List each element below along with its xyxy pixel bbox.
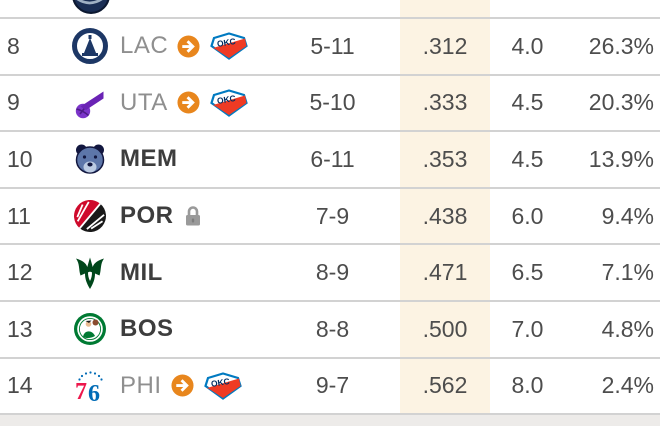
rank-label: 13 — [7, 315, 33, 342]
odds-value: 2.4% — [601, 372, 654, 399]
record-value: 5-11 — [310, 32, 355, 59]
rank-label: 12 — [7, 259, 33, 286]
celtics-logo-icon — [74, 313, 106, 346]
odds-value: 20.3% — [588, 89, 654, 116]
svg-text:OKC: OKC — [216, 36, 236, 49]
team-abbr: UTA — [120, 88, 168, 116]
svg-text:6: 6 — [88, 381, 100, 404]
okc-thunder-logo-icon: OKC — [209, 89, 248, 117]
pick-traded-arrow-icon — [177, 91, 200, 114]
svg-text:7: 7 — [75, 379, 87, 404]
odds-value: 13.9% — [588, 145, 654, 172]
pick-traded-arrow-icon — [170, 374, 194, 397]
gb-value: 6.0 — [511, 202, 544, 229]
trail-blazers-logo-icon — [74, 200, 106, 233]
record-value: 9-7 — [315, 372, 350, 399]
pct-value: .333 — [422, 89, 468, 116]
gb-value: 4.0 — [511, 32, 544, 59]
grizzlies-logo-icon — [75, 144, 105, 175]
table-row[interactable]: 10 MEM 6-11 .353 4.5 13.9% — [0, 130, 660, 187]
unknown-team-logo-partial — [72, 0, 110, 14]
okc-thunder-logo-icon: OKC — [203, 372, 242, 400]
bucks-logo-icon — [76, 257, 104, 289]
table-row[interactable]: 12 MIL 8-9 .471 6.5 7.1% — [0, 243, 660, 300]
pct-value: .471 — [422, 259, 468, 286]
team-abbr: BOS — [120, 315, 174, 343]
team-abbr: POR — [120, 202, 174, 230]
pct-value: .353 — [422, 145, 468, 172]
table-row[interactable]: 14 7 6 PHI — [0, 356, 660, 414]
svg-text:OKC: OKC — [216, 93, 236, 106]
rank-label: 9 — [7, 89, 20, 116]
table-row[interactable]: 9 UTA OKC 5-10 — [0, 73, 660, 131]
gb-value: 4.5 — [511, 89, 544, 116]
odds-value: 9.4% — [601, 202, 654, 229]
pct-value: .562 — [422, 372, 468, 399]
team-abbr: PHI — [120, 371, 162, 399]
rank-label: 8 — [7, 32, 20, 59]
next-row-edge — [0, 413, 660, 427]
team-abbr: LAC — [120, 32, 169, 60]
table-row[interactable]: 13 BOS 8-8 .500 7.0 4.8% — [0, 299, 660, 357]
lock-icon — [185, 206, 200, 226]
table-row[interactable]: 8 LAC OKC 5-11 — [0, 17, 660, 74]
rank-label: 11 — [7, 202, 31, 229]
pct-column-highlight — [400, 0, 490, 415]
record-value: 8-8 — [315, 315, 350, 342]
okc-thunder-logo-icon: OKC — [210, 32, 248, 61]
pct-value: .438 — [422, 202, 468, 229]
jazz-logo-icon — [75, 91, 104, 119]
record-value: 5-10 — [309, 89, 356, 116]
team-abbr: MIL — [120, 258, 163, 286]
record-value: 6-11 — [310, 145, 355, 172]
table-row-partial[interactable] — [0, 0, 660, 17]
gb-value: 8.0 — [511, 372, 544, 399]
record-value: 8-9 — [315, 259, 350, 286]
clippers-logo-icon — [72, 28, 108, 65]
gb-value: 7.0 — [511, 315, 544, 342]
rank-label: 10 — [7, 145, 33, 172]
gb-value: 6.5 — [511, 259, 544, 286]
sixers-logo-icon: 7 6 — [75, 371, 103, 404]
odds-value: 4.8% — [601, 315, 654, 342]
pct-value: .312 — [422, 32, 468, 59]
svg-text:OKC: OKC — [210, 376, 230, 389]
odds-value: 7.1% — [601, 259, 654, 286]
pick-traded-arrow-icon — [177, 35, 200, 58]
table-row[interactable]: 11 POR — [0, 186, 660, 244]
rank-label: 14 — [7, 372, 33, 399]
pct-value: .500 — [422, 315, 468, 342]
gb-value: 4.5 — [511, 145, 544, 172]
odds-value: 26.3% — [588, 32, 654, 59]
record-value: 7-9 — [315, 202, 350, 229]
team-abbr: MEM — [120, 145, 178, 173]
